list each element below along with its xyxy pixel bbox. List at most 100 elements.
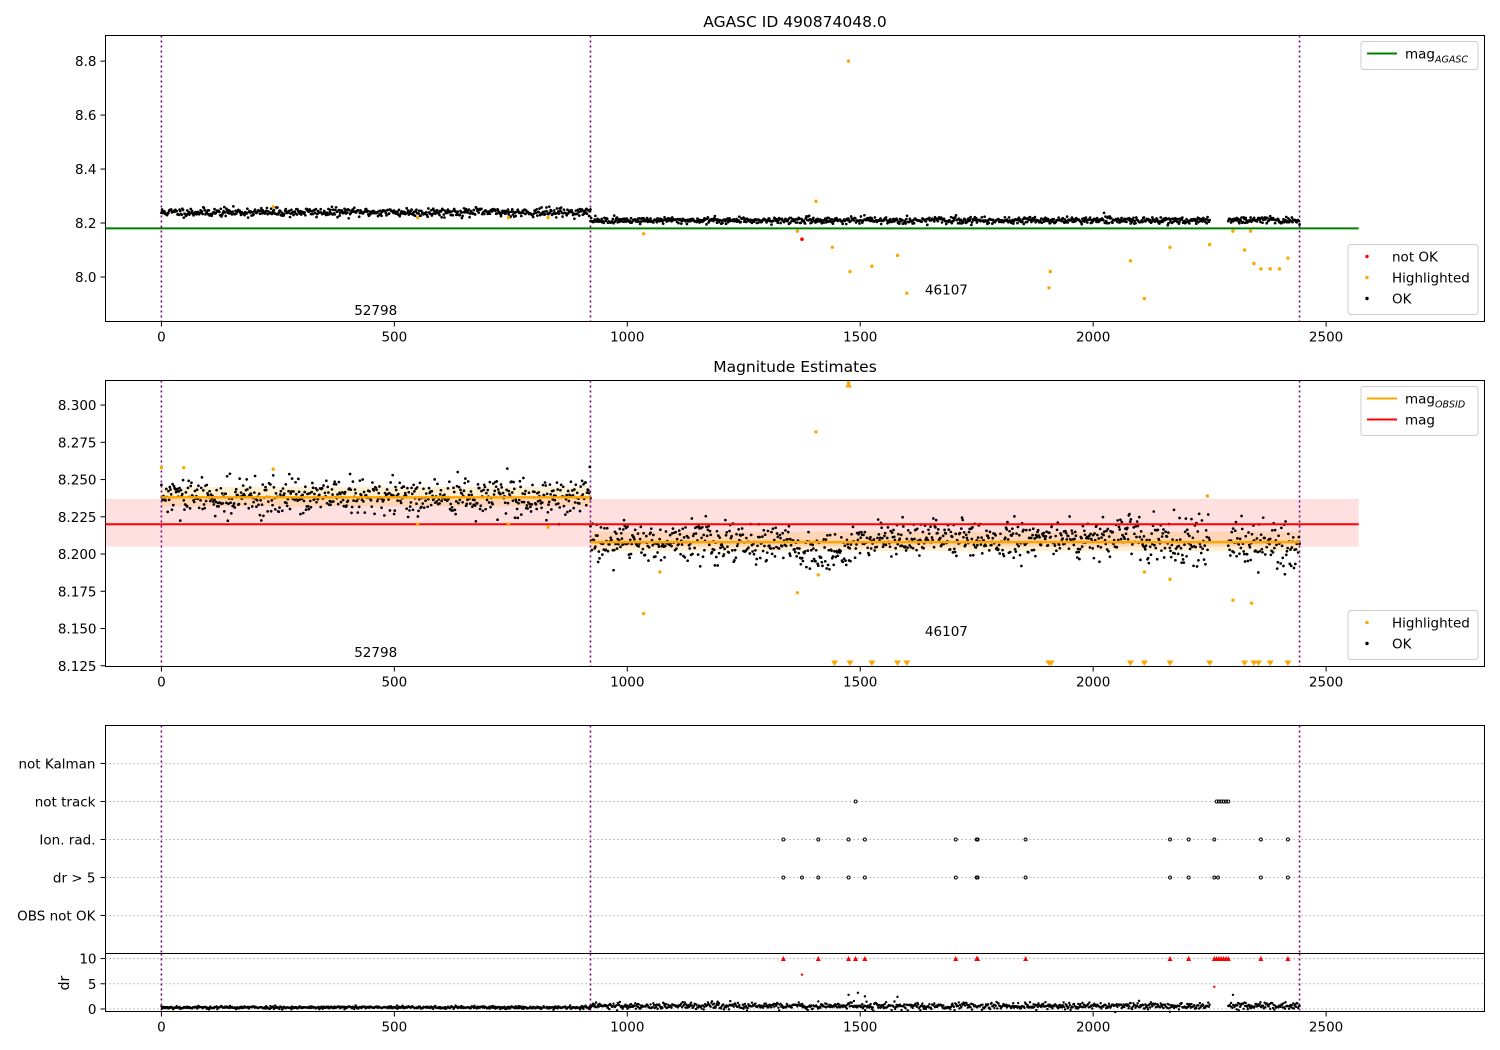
ok-point: [984, 544, 988, 548]
ok-point: [350, 505, 354, 509]
ok-point: [354, 491, 358, 495]
ok-point: [261, 483, 265, 486]
ok-point: [705, 223, 708, 226]
ok-point: [373, 512, 376, 516]
ok-point: [840, 536, 843, 539]
ok-point: [800, 556, 804, 560]
y-tick-label: 8.175: [58, 584, 97, 600]
ok-point: [1099, 546, 1103, 549]
ok-point: [341, 498, 345, 502]
ok-point: [638, 216, 641, 220]
ok-point: [1137, 999, 1141, 1003]
ok-point: [675, 537, 679, 541]
ok-point: [1078, 547, 1082, 551]
ok-point: [854, 547, 858, 550]
ok-point: [1021, 220, 1024, 224]
ok-point: [1117, 218, 1121, 222]
ok-point: [559, 209, 562, 213]
ok-point: [966, 1006, 970, 1009]
ok-point: [516, 516, 520, 520]
ok-point: [659, 558, 663, 562]
ok-point: [445, 499, 449, 503]
ok-point: [776, 535, 780, 539]
ok-point: [290, 208, 293, 212]
ok-point: [633, 1004, 636, 1007]
highlighted-point: [895, 253, 900, 258]
ok-point: [770, 552, 774, 556]
ok-point: [1102, 533, 1105, 537]
ok-point: [535, 507, 539, 511]
ok-point: [375, 499, 379, 503]
ok-point: [315, 500, 318, 504]
ok-point: [259, 209, 262, 213]
ok-point: [259, 519, 263, 522]
y-tick-label: 8.125: [58, 659, 97, 675]
ok-point: [807, 530, 810, 534]
ok-point: [1038, 535, 1041, 539]
y-tick-label: 8.0: [75, 270, 96, 286]
ok-point: [700, 1007, 703, 1010]
ok-point: [1098, 560, 1101, 564]
ok-point: [1194, 545, 1198, 549]
ok-point: [620, 537, 624, 540]
ok-point: [1141, 220, 1144, 224]
ok-point: [228, 472, 232, 476]
ok-point: [745, 1004, 748, 1008]
highlighted-point: [415, 215, 420, 220]
ok-point: [952, 219, 956, 222]
ok-point: [466, 211, 470, 214]
ok-point: [556, 210, 560, 213]
legend-frame: [1347, 610, 1479, 660]
ok-point: [755, 557, 759, 561]
ok-point: [1104, 215, 1107, 218]
flag-point: [846, 837, 851, 842]
ok-point: [675, 547, 678, 550]
ok-point: [685, 222, 689, 226]
ok-point: [900, 544, 904, 548]
ok-point: [584, 503, 588, 507]
ok-point: [269, 207, 273, 211]
ok-point: [1298, 223, 1301, 226]
ok-point: [1202, 1004, 1205, 1007]
ok-point: [531, 215, 535, 219]
ok-point: [918, 554, 921, 557]
ok-point: [795, 546, 799, 550]
ok-point: [1087, 537, 1090, 540]
ok-point: [1130, 1007, 1134, 1011]
ok-point: [795, 221, 799, 224]
ok-point: [1245, 1005, 1249, 1008]
ok-point: [905, 214, 909, 218]
ok-point: [781, 531, 785, 535]
ok-point: [1081, 1006, 1085, 1009]
ok-point: [411, 508, 415, 512]
ok-point: [361, 478, 365, 481]
ok-point: [730, 534, 733, 538]
ok-point: [722, 1003, 725, 1006]
ok-point: [1026, 1004, 1030, 1007]
ok-point: [478, 486, 481, 490]
ok-point: [338, 211, 342, 215]
ok-point: [812, 557, 816, 561]
ok-point: [867, 553, 871, 557]
ok-point: [1022, 528, 1025, 532]
ok-point: [1056, 1007, 1060, 1010]
ok-point: [752, 552, 756, 556]
flag-point: [1168, 875, 1172, 880]
ok-point: [1277, 218, 1280, 222]
ok-point: [863, 530, 867, 534]
ok-point: [1080, 222, 1084, 226]
flag-point: [1168, 837, 1172, 842]
ok-point: [1079, 1003, 1082, 1006]
ok-point: [517, 498, 521, 502]
ok-point: [568, 509, 572, 513]
ok-point: [1235, 1008, 1238, 1011]
ok-point: [533, 490, 536, 494]
ok-point: [994, 1004, 997, 1008]
ok-point: [1256, 550, 1259, 554]
ok-point: [827, 548, 831, 552]
ok-point: [1260, 216, 1264, 219]
ok-point: [763, 544, 766, 548]
ok-point: [737, 527, 740, 531]
ok-point: [1288, 562, 1292, 566]
ok-point: [1195, 218, 1199, 222]
